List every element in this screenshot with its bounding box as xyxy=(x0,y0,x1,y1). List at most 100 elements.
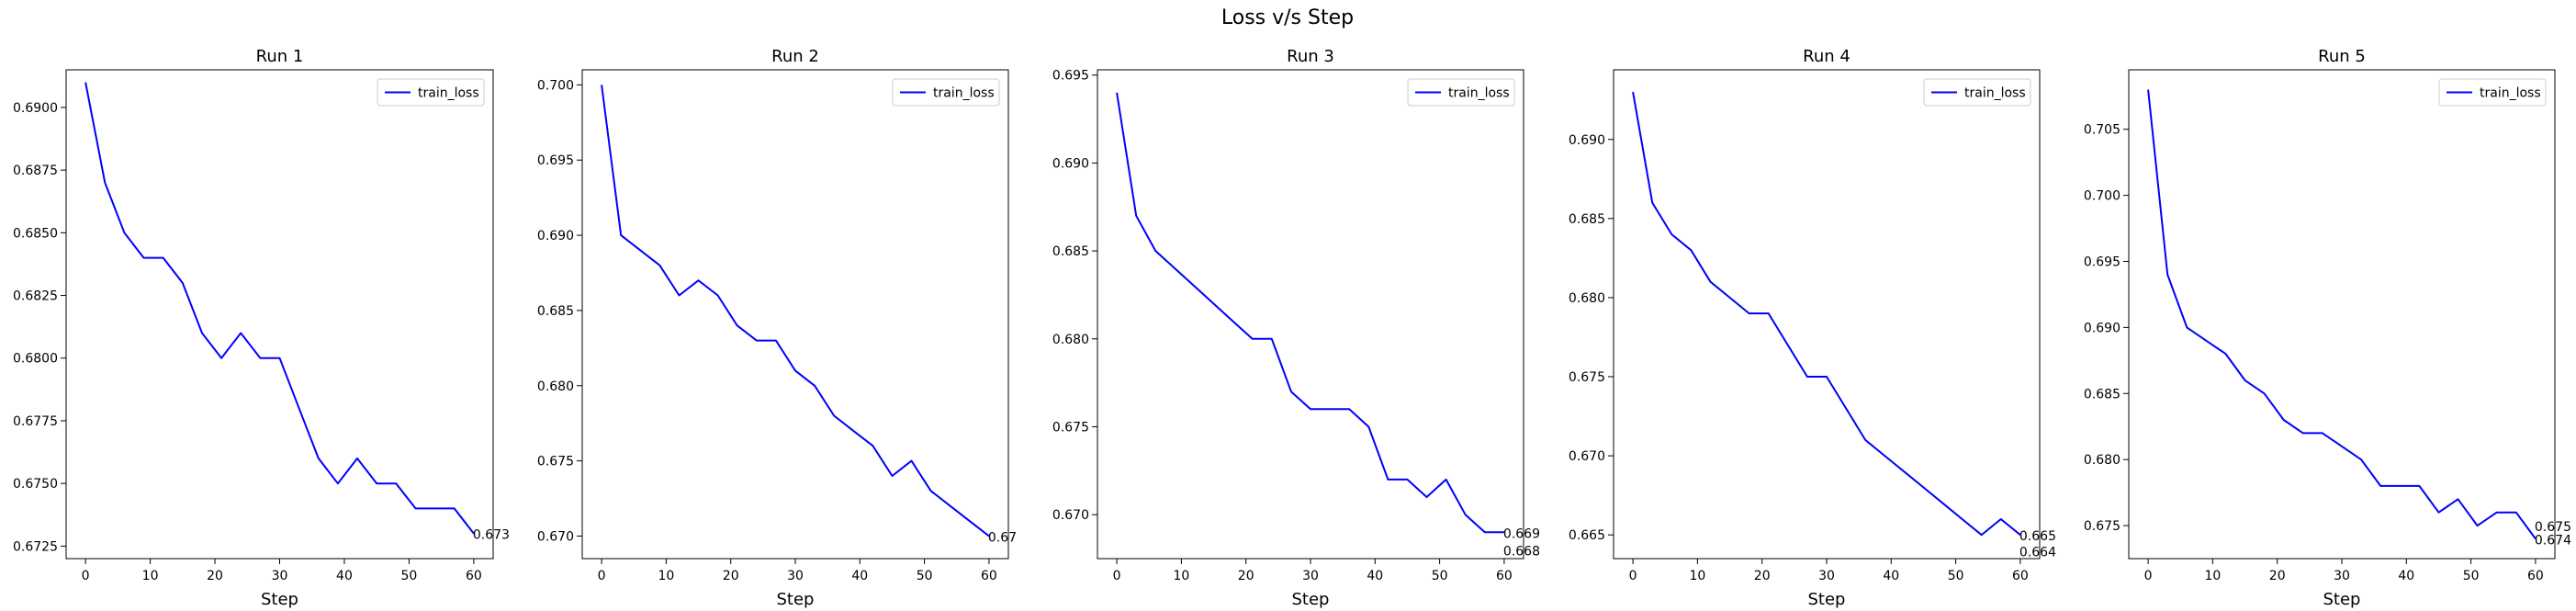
end-value-annotation: 0.673 xyxy=(473,528,510,543)
legend-label: train_loss xyxy=(1448,86,1510,101)
chart-panel-5: Run 5 0 10 20 30 40 50 60 0.675 0.680 0.685 0.690 0.… xyxy=(2084,47,2571,609)
y-tick-label: 0.6775 xyxy=(13,414,58,429)
legend: train_loss xyxy=(377,78,485,107)
legend-box xyxy=(1407,78,1515,107)
x-tick-label: 30 xyxy=(1818,569,1835,583)
x-axis-label: Step xyxy=(777,590,815,609)
x-tick-label: 40 xyxy=(336,569,353,583)
x-tick-label: 0 xyxy=(1629,569,1637,583)
x-tick-label: 40 xyxy=(1367,569,1383,583)
y-tick-label: 0.695 xyxy=(537,153,574,168)
y-tick-label: 0.690 xyxy=(1052,156,1089,171)
x-tick-label: 50 xyxy=(917,569,933,583)
series-line-train-loss xyxy=(1632,91,2021,537)
y-tick-label: 0.6875 xyxy=(13,164,58,178)
y-tick-label: 0.705 xyxy=(2084,123,2120,138)
y-tick-label: 0.675 xyxy=(537,455,574,470)
x-tick-label: 10 xyxy=(1173,569,1189,583)
x-tick-label: 60 xyxy=(2527,569,2544,583)
y-tick-label: 0.685 xyxy=(2084,387,2120,402)
x-tick-label: 60 xyxy=(981,569,997,583)
y-tick-label: 0.6800 xyxy=(13,352,58,367)
x-axis-label: Step xyxy=(1808,590,1846,609)
x-tick-label: 50 xyxy=(1432,569,1448,583)
plot-area xyxy=(65,69,494,560)
end-value-annotation: 0.665 xyxy=(2019,529,2056,544)
subplot-title: Run 1 xyxy=(256,47,304,66)
subplot-title: Run 4 xyxy=(1803,47,1850,66)
x-tick-label: 60 xyxy=(2012,569,2029,583)
x-tick-label: 30 xyxy=(787,569,804,583)
x-tick-label: 10 xyxy=(1689,569,1705,583)
chart-panel-2: Run 2 0 10 20 30 40 50 60 0.670 0.675 0.680 0.685 0.… xyxy=(537,47,1017,609)
plot-area xyxy=(2128,69,2556,560)
x-tick-label: 20 xyxy=(723,569,739,583)
y-tick-label: 0.665 xyxy=(1569,528,1605,543)
y-tick-label: 0.675 xyxy=(1569,370,1605,385)
x-tick-label: 40 xyxy=(1883,569,1899,583)
legend-box xyxy=(1923,78,2031,107)
x-tick-label: 50 xyxy=(400,569,417,583)
y-tick-label: 0.6900 xyxy=(13,101,58,116)
legend-box xyxy=(2438,78,2547,107)
subplot-title: Run 2 xyxy=(771,47,819,66)
x-tick-label: 50 xyxy=(2463,569,2480,583)
x-tick-label: 20 xyxy=(2269,569,2286,583)
x-tick-label: 20 xyxy=(1754,569,1771,583)
legend: train_loss xyxy=(2438,78,2547,107)
legend-label: train_loss xyxy=(418,86,479,101)
end-value-annotation: 0.675 xyxy=(2535,520,2571,535)
y-tick-label: 0.680 xyxy=(1569,291,1605,306)
chart-panel-3: Run 3 0 10 20 30 40 50 60 0.670 0.675 0.680 0.685 0.… xyxy=(1052,47,1540,609)
end-value-annotation: 0.67 xyxy=(988,530,1017,545)
end-value-annotation: 0.669 xyxy=(1503,526,1540,541)
x-tick-label: 40 xyxy=(2398,569,2414,583)
y-tick-label: 0.680 xyxy=(2084,453,2120,468)
y-tick-label: 0.690 xyxy=(2084,321,2120,335)
x-tick-label: 60 xyxy=(1496,569,1513,583)
x-tick-label: 0 xyxy=(598,569,606,583)
x-tick-label: 20 xyxy=(207,569,223,583)
x-axis-label: Step xyxy=(1292,590,1330,609)
legend-box xyxy=(377,78,485,107)
y-tick-label: 0.700 xyxy=(2084,189,2120,204)
y-tick-label: 0.680 xyxy=(1052,333,1089,347)
y-tick-label: 0.685 xyxy=(1052,244,1089,259)
plot-area xyxy=(1613,69,2041,560)
subplot-title: Run 5 xyxy=(2318,47,2366,66)
y-tick-label: 0.670 xyxy=(1052,508,1089,523)
chart-panel-1: Run 1 0 10 20 30 40 50 60 0.6725 0.6750 0.6775 0.68… xyxy=(13,47,510,609)
x-tick-label: 50 xyxy=(1948,569,1964,583)
legend-box xyxy=(892,78,1000,107)
y-tick-label: 0.685 xyxy=(1569,212,1605,227)
y-tick-label: 0.670 xyxy=(537,529,574,544)
x-tick-label: 30 xyxy=(2334,569,2350,583)
end-value-annotation: 0.668 xyxy=(1503,544,1540,559)
x-tick-label: 10 xyxy=(142,569,159,583)
y-tick-label: 0.670 xyxy=(1569,449,1605,464)
legend-label: train_loss xyxy=(2480,86,2541,101)
y-tick-label: 0.695 xyxy=(1052,69,1089,84)
y-tick-label: 0.695 xyxy=(2084,255,2120,269)
x-tick-label: 30 xyxy=(1302,569,1319,583)
x-tick-label: 10 xyxy=(2204,569,2221,583)
end-value-annotation: 0.674 xyxy=(2535,533,2571,548)
x-tick-label: 0 xyxy=(1113,569,1121,583)
y-tick-label: 0.680 xyxy=(537,379,574,394)
figure-title: Loss v/s Step xyxy=(1221,6,1354,29)
y-tick-label: 0.6750 xyxy=(13,477,58,492)
chart-panel-4: Run 4 0 10 20 30 40 50 60 0.665 0.670 0.675 0.680 0.… xyxy=(1569,47,2056,609)
x-tick-label: 10 xyxy=(658,569,674,583)
series-line-train-loss xyxy=(1116,92,1504,534)
legend-label: train_loss xyxy=(933,86,995,101)
x-tick-label: 0 xyxy=(82,569,90,583)
legend-label: train_loss xyxy=(1964,86,2026,101)
y-tick-label: 0.690 xyxy=(1569,133,1605,148)
x-tick-label: 40 xyxy=(851,569,868,583)
y-tick-label: 0.6725 xyxy=(13,539,58,554)
series-line-train-loss xyxy=(601,85,990,537)
series-line-train-loss xyxy=(2147,89,2537,539)
y-tick-label: 0.6825 xyxy=(13,289,58,304)
subplot-title: Run 3 xyxy=(1287,47,1334,66)
